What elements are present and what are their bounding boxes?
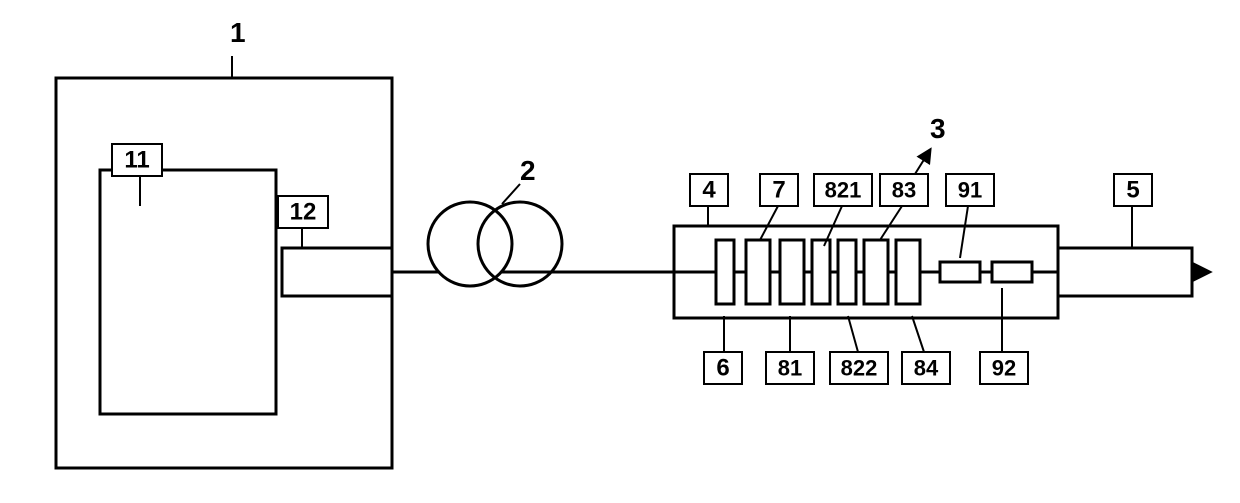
label-6: 6 [716, 355, 729, 382]
el-7 [746, 240, 770, 304]
diagram-canvas: 111122347821839156818228492 [0, 0, 1240, 503]
label-81: 81 [778, 356, 802, 381]
label-822: 822 [841, 356, 878, 381]
label-2: 2 [520, 155, 536, 186]
label-11: 11 [124, 147, 149, 174]
label-3: 3 [930, 113, 946, 144]
fiber-circle-a [428, 202, 512, 286]
el-6 [716, 240, 734, 304]
label-84: 84 [914, 356, 939, 381]
label-91: 91 [958, 178, 982, 203]
el-81 [780, 240, 804, 304]
el-92 [992, 262, 1032, 282]
label-821: 821 [825, 178, 862, 203]
label-4: 4 [702, 177, 716, 204]
label-92: 92 [992, 356, 1016, 381]
label-5: 5 [1126, 177, 1139, 204]
el-91 [940, 262, 980, 282]
block-11 [100, 170, 276, 414]
el-83 [864, 240, 888, 304]
el-821 [812, 240, 830, 304]
block-5-output [1058, 248, 1192, 296]
label-1: 1 [230, 17, 246, 48]
el-822 [838, 240, 856, 304]
block-12 [282, 248, 392, 296]
label-83: 83 [892, 178, 916, 203]
el-84 [896, 240, 920, 304]
label-7: 7 [772, 177, 785, 204]
label-12: 12 [290, 199, 317, 226]
labels-layer: 111122347821839156818228492 [112, 17, 1152, 384]
